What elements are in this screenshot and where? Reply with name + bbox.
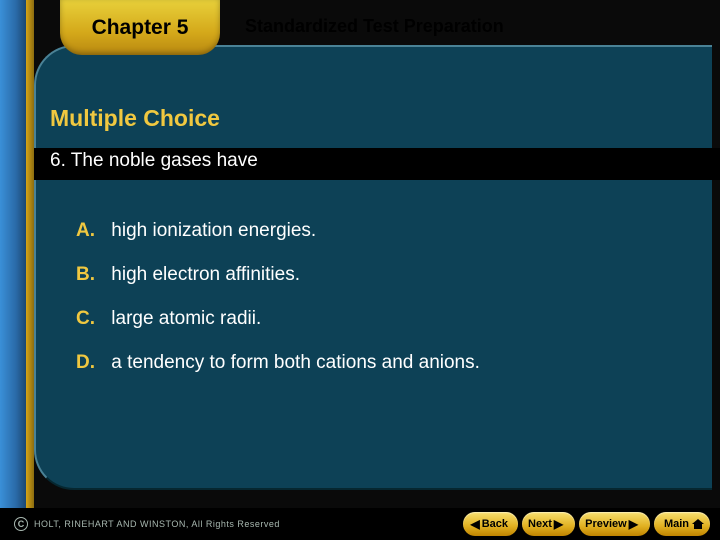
choice-c[interactable]: C. large atomic radii. xyxy=(76,308,480,330)
choice-text: high electron affinities. xyxy=(111,264,300,285)
choice-d[interactable]: D. a tendency to form both cations and a… xyxy=(76,352,480,374)
choice-letter: D. xyxy=(76,352,106,374)
preview-button[interactable]: Preview ▶ xyxy=(579,512,650,536)
choice-b[interactable]: B. high electron affinities. xyxy=(76,264,480,286)
choice-text: a tendency to form both cations and anio… xyxy=(111,352,480,373)
question-number: 6. xyxy=(50,150,66,171)
choice-a[interactable]: A. high ionization energies. xyxy=(76,220,480,242)
copyright-icon: C xyxy=(14,517,28,531)
chevron-right-icon: ▶ xyxy=(629,517,638,531)
chapter-label: Chapter 5 xyxy=(92,16,189,40)
choices-list: A. high ionization energies. B. high ele… xyxy=(76,220,480,396)
chevron-left-icon: ◀ xyxy=(471,517,480,531)
choice-text: high ionization energies. xyxy=(111,220,316,241)
choice-letter: A. xyxy=(76,220,106,242)
back-label: Back xyxy=(482,518,508,530)
next-label: Next xyxy=(528,518,552,530)
copyright-text: HOLT, RINEHART AND WINSTON, All Rights R… xyxy=(34,519,280,529)
preview-label: Preview xyxy=(585,518,627,530)
main-label: Main xyxy=(664,518,689,530)
choice-letter: C. xyxy=(76,308,106,330)
question-stem: The noble gases have xyxy=(71,150,258,171)
question-text: 6. The noble gases have xyxy=(50,150,258,172)
chevron-right-icon: ▶ xyxy=(554,517,563,531)
choice-letter: B. xyxy=(76,264,106,286)
chapter-tab: Chapter 5 xyxy=(60,0,220,55)
page-title: Standardized Test Preparation xyxy=(245,16,504,37)
left-accent-gold xyxy=(26,0,34,540)
section-heading: Multiple Choice xyxy=(50,105,220,132)
back-button[interactable]: ◀ Back xyxy=(463,512,519,536)
main-button[interactable]: Main xyxy=(654,512,710,536)
next-button[interactable]: Next ▶ xyxy=(522,512,575,536)
home-icon xyxy=(692,519,704,529)
nav-button-group: ◀ Back Next ▶ Preview ▶ Main xyxy=(463,512,711,536)
choice-text: large atomic radii. xyxy=(111,308,261,329)
